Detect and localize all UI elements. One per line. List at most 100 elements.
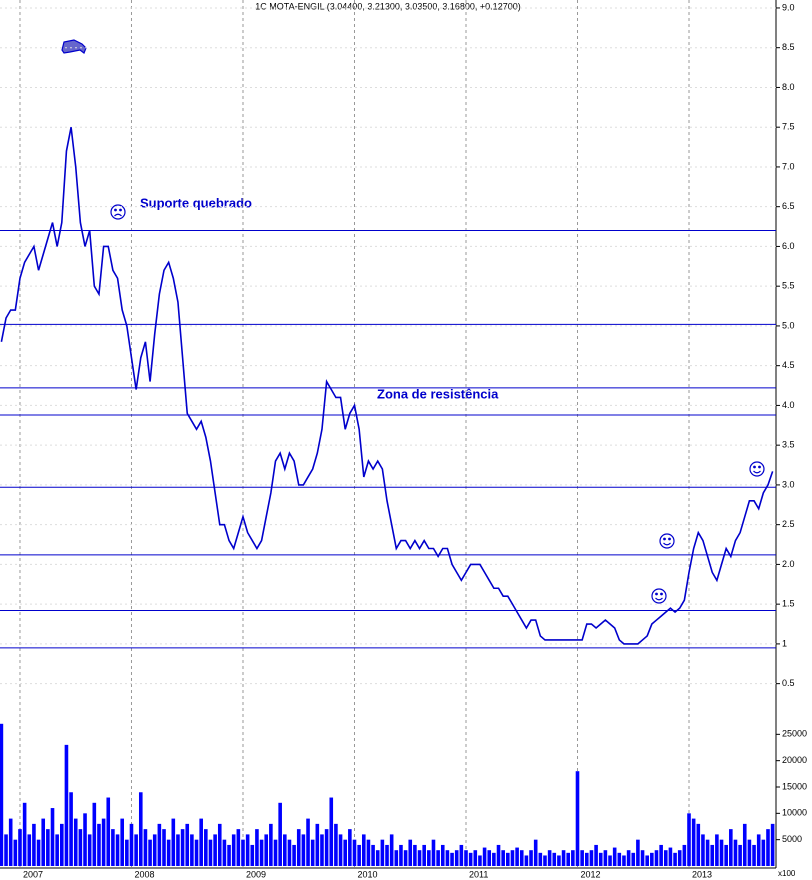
y-tick-label: 1.5: [782, 599, 795, 609]
volume-bar: [687, 813, 691, 866]
volume-bar: [608, 855, 612, 866]
volume-bar: [626, 850, 631, 866]
volume-bar: [631, 852, 636, 866]
volume-bar: [78, 829, 83, 866]
volume-bar: [166, 839, 171, 866]
volume-bar: [32, 823, 36, 866]
volume-bar: [584, 852, 589, 866]
y-tick-label: 4.5: [782, 360, 795, 370]
volume-bar: [73, 818, 78, 866]
volume-bar: [422, 844, 426, 866]
volume-bar: [59, 823, 64, 866]
volume-bar: [287, 839, 292, 866]
volume-bar: [115, 834, 120, 866]
volume-bar: [231, 834, 236, 866]
y-tick-label: 20000: [782, 755, 807, 765]
volume-bar: [547, 850, 552, 866]
y-tick-label: 5000: [782, 834, 802, 844]
chart-title: 1C MOTA-ENGIL (3.04400, 3.21300, 3.03500…: [255, 1, 520, 11]
volume-bar: [492, 852, 496, 866]
y-tick-label: 2.5: [782, 519, 795, 529]
volume-bar: [552, 852, 557, 866]
y-tick-label: 1: [782, 638, 787, 648]
volume-bar: [106, 797, 111, 866]
volume-bar: [589, 850, 594, 866]
x-tick-label: 2013: [692, 869, 712, 879]
volume-bar: [101, 818, 106, 866]
volume-bar: [148, 839, 152, 866]
volume-bar: [571, 850, 575, 866]
volume-bar: [506, 852, 510, 866]
volume-bar: [371, 844, 375, 866]
volume-bar: [306, 818, 310, 866]
volume-bar: [296, 829, 301, 866]
volume-bar: [603, 850, 608, 866]
volume-bar: [673, 852, 677, 866]
volume-bar: [36, 839, 41, 866]
volume-bar: [366, 839, 371, 866]
volume-bar: [180, 829, 185, 866]
volume-bar: [185, 823, 190, 866]
volume-bar: [756, 834, 761, 866]
volume-bar: [92, 802, 97, 866]
volume-bar: [129, 823, 134, 866]
y-tick-label: 9.0: [782, 2, 795, 12]
volume-bar: [440, 844, 445, 866]
volume-bar: [450, 852, 454, 866]
volume-bar: [13, 839, 18, 866]
volume-bar: [710, 844, 715, 866]
volume-bar: [55, 834, 59, 866]
y-tick-label: 8.0: [782, 82, 795, 92]
volume-bar: [742, 823, 747, 866]
volume-bar: [501, 850, 505, 866]
volume-bar: [640, 850, 645, 866]
volume-bar: [352, 839, 357, 866]
volume-bar: [46, 829, 50, 866]
volume-bar: [213, 834, 217, 866]
volume-bar: [176, 834, 180, 866]
volume-bar: [245, 834, 250, 866]
y-tick-label: 5.5: [782, 281, 795, 291]
volume-bar: [83, 813, 87, 866]
volume-bar: [636, 839, 640, 866]
unit-label: x100: [778, 869, 796, 878]
volume-bar: [0, 723, 4, 866]
volume-bar: [682, 844, 687, 866]
volume-bar: [719, 839, 724, 866]
volume-bar: [241, 839, 245, 866]
volume-bar: [273, 839, 278, 866]
volume-bar: [561, 850, 566, 866]
volume-bar: [543, 855, 547, 866]
volume-bar: [125, 839, 129, 866]
volume-bar: [208, 839, 213, 866]
volume-bar: [50, 808, 55, 866]
volume-bar: [701, 834, 705, 866]
volume-bar: [729, 829, 733, 866]
volume-bar: [22, 802, 27, 866]
volume-bar: [329, 797, 334, 866]
y-tick-label: 8.5: [782, 42, 795, 52]
volume-bar: [138, 792, 143, 866]
volume-bar: [487, 850, 492, 866]
x-tick-label: 2008: [134, 869, 154, 879]
volume-bar: [357, 844, 361, 866]
volume-bar: [598, 852, 603, 866]
volume-bar: [408, 839, 413, 866]
volume-bar: [69, 792, 73, 866]
volume-bar: [413, 844, 417, 866]
volume-bar: [738, 844, 742, 866]
volume-bar: [292, 844, 296, 866]
volume-bar: [580, 850, 584, 866]
y-tick-label: 5.0: [782, 320, 795, 330]
volume-bar: [18, 829, 22, 866]
volume-bar: [696, 823, 701, 866]
x-tick-label: 2007: [23, 869, 43, 879]
volume-bar: [459, 844, 464, 866]
volume-bar: [120, 818, 124, 866]
volume-bar: [152, 834, 157, 866]
volume-bar: [283, 834, 287, 866]
volume-bar: [427, 850, 431, 866]
y-tick-label: 25000: [782, 729, 807, 739]
volume-bar: [496, 844, 501, 866]
